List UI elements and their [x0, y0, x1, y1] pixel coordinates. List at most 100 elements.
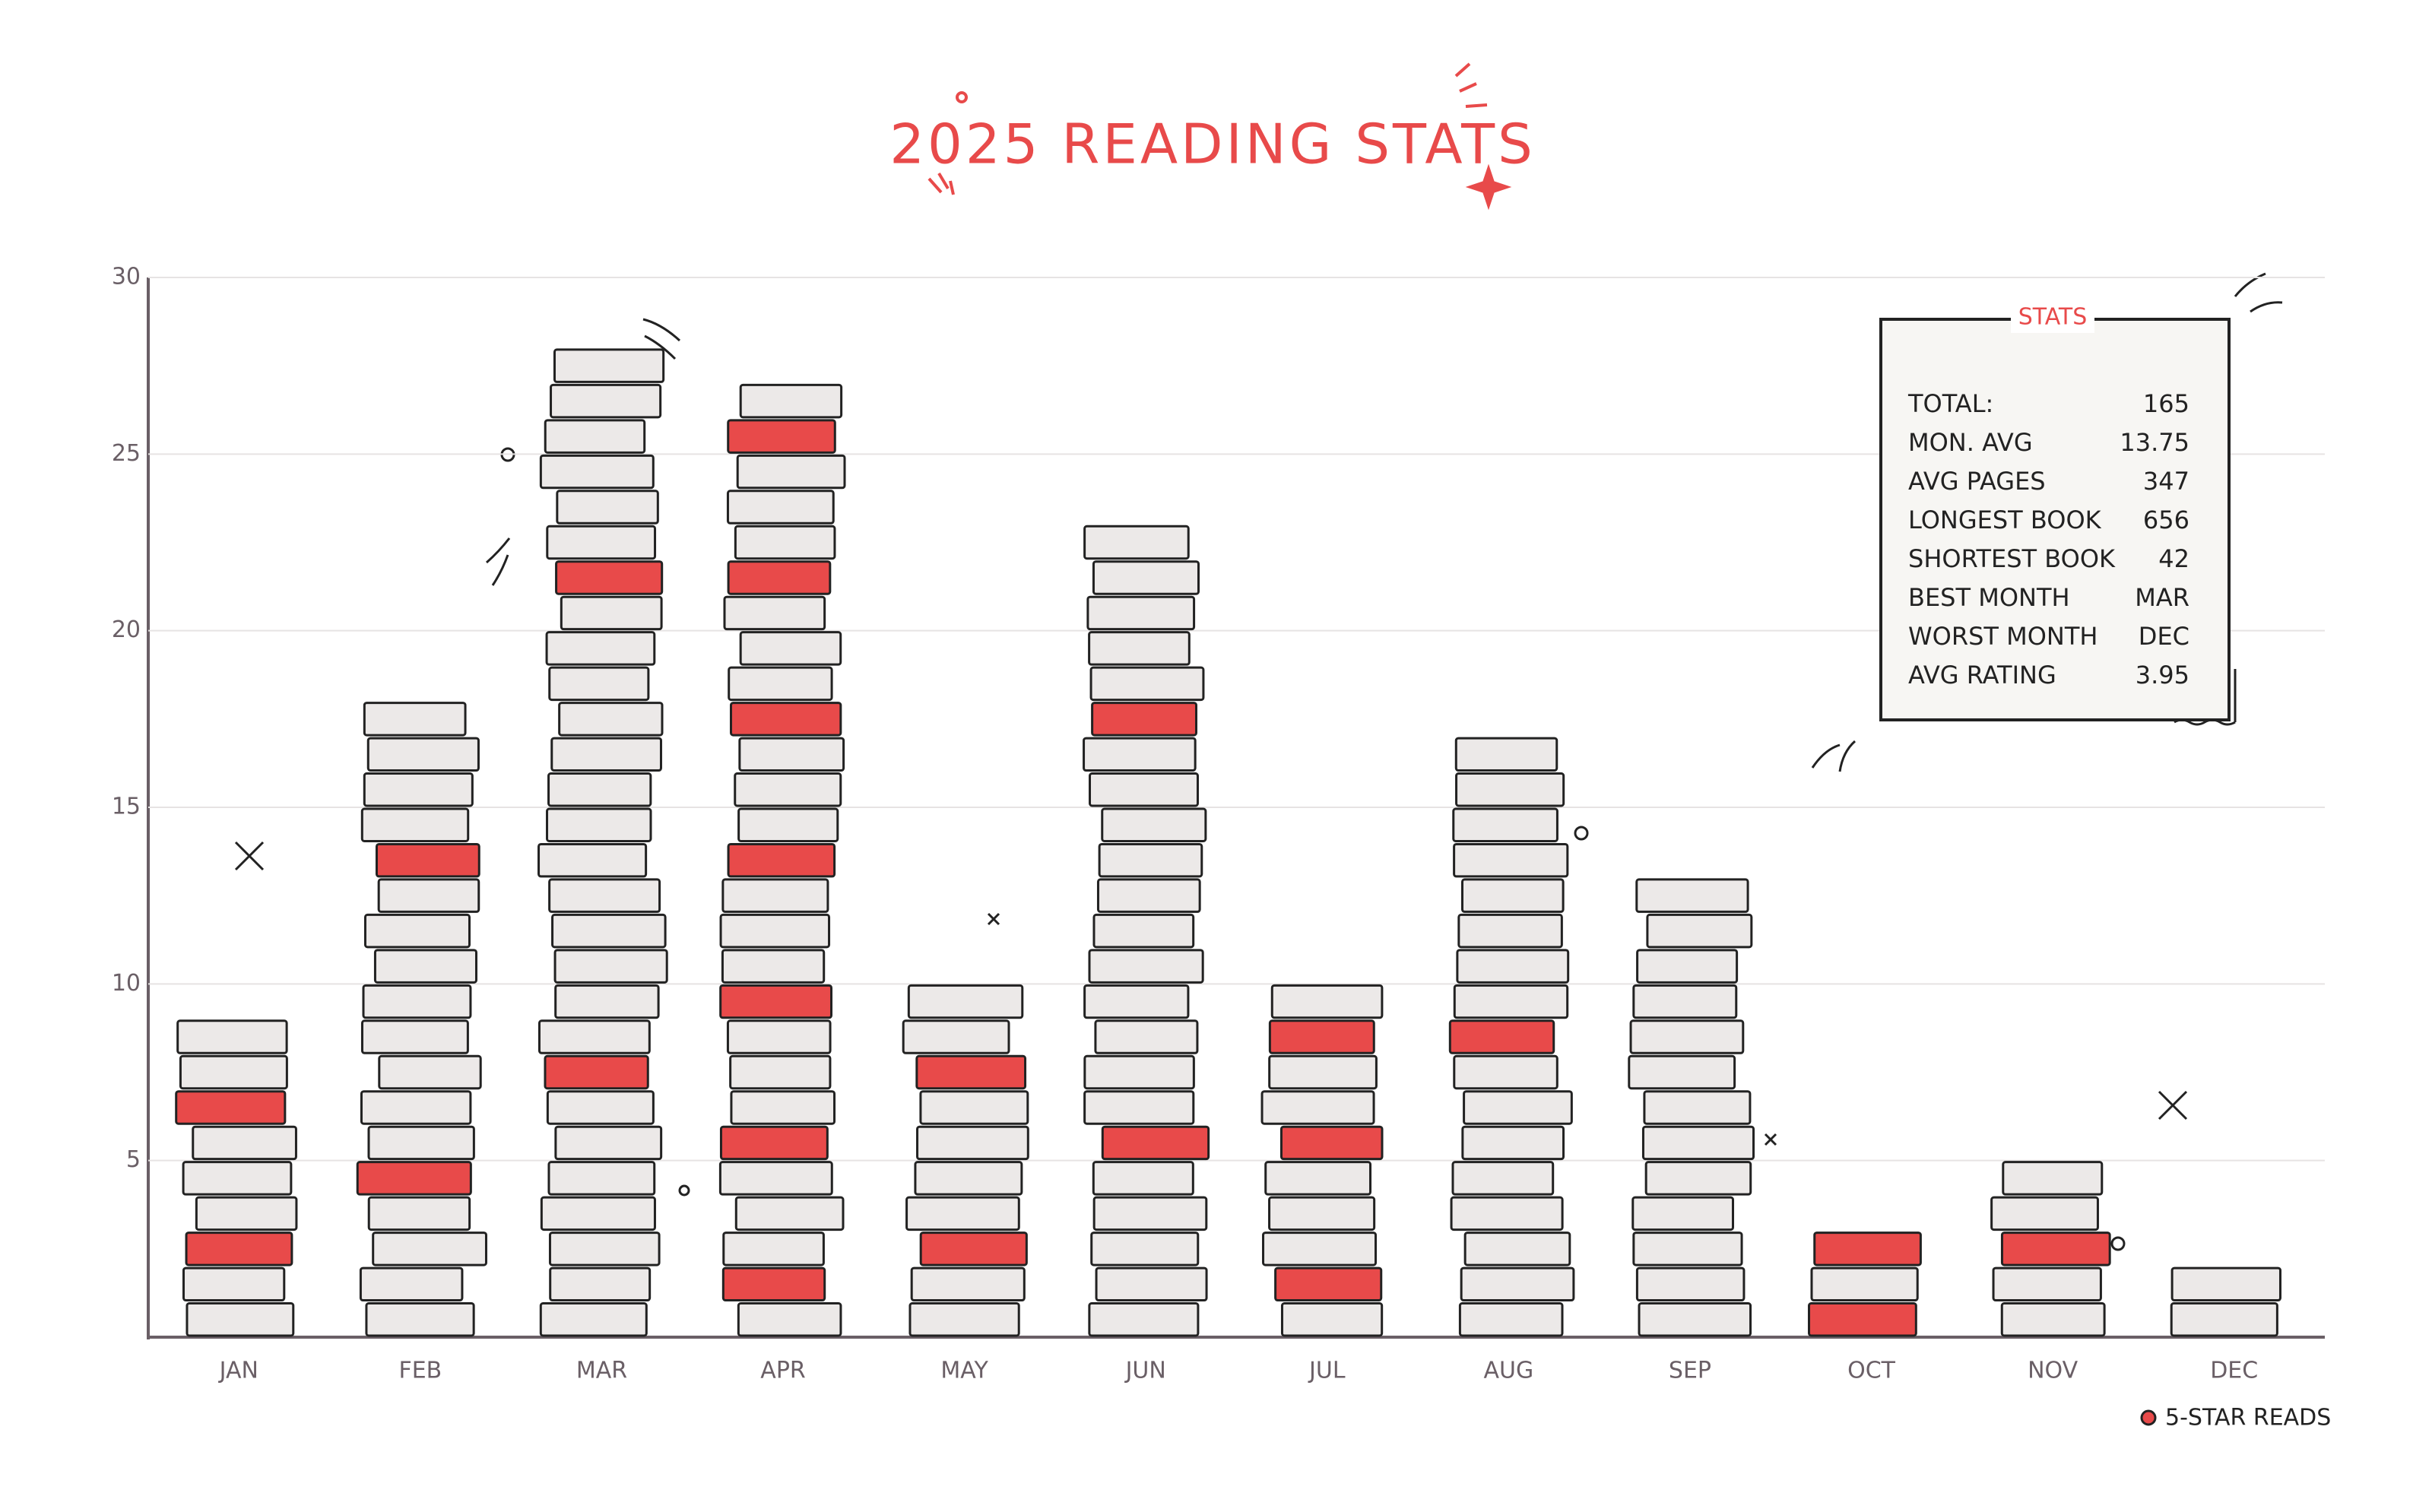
five-star-book	[727, 419, 836, 454]
book	[1636, 949, 1739, 984]
five-star-books	[544, 560, 664, 1090]
five-star-book	[2000, 1231, 2111, 1266]
stat-value: DEC	[2139, 622, 2189, 651]
book	[2170, 1302, 2278, 1337]
five-star-book	[375, 842, 480, 878]
book	[553, 949, 668, 984]
book	[363, 913, 471, 949]
book	[1092, 1196, 1208, 1231]
five-star-book	[1101, 1125, 1210, 1161]
five-star-books	[1448, 1019, 1555, 1054]
book	[1646, 913, 1753, 949]
five-star-book	[555, 560, 664, 595]
stat-label: TOTAL:	[1907, 389, 1993, 418]
book-stack	[1628, 878, 1755, 1337]
book-stack	[1083, 525, 1210, 1337]
five-star-book	[915, 1054, 1027, 1090]
book	[736, 454, 846, 490]
book	[1644, 1161, 1752, 1196]
book-stack	[537, 348, 668, 1337]
book	[1463, 1090, 1573, 1125]
five-star-book	[185, 1231, 293, 1266]
five-star-books	[1091, 702, 1210, 1161]
book	[551, 913, 667, 949]
book	[1088, 631, 1191, 666]
book	[916, 1125, 1029, 1161]
legend-label: 5-STAR READS	[2165, 1405, 2331, 1431]
legend-swatch	[2140, 1409, 2157, 1426]
book	[1638, 1302, 1752, 1337]
book	[537, 842, 648, 878]
book	[718, 1161, 833, 1196]
book	[1264, 1161, 1372, 1196]
book	[539, 454, 655, 490]
five-star-book	[721, 1266, 826, 1302]
book	[1810, 1266, 1919, 1302]
book-stack	[356, 702, 487, 1337]
five-star-book	[1813, 1231, 1922, 1266]
book	[372, 1231, 487, 1266]
book	[1992, 1266, 2102, 1302]
stacks: JAN FEB MAR APR MAY JUN JUL AUG SEP OCT NOV DEC	[175, 348, 2281, 1384]
book	[1090, 1231, 1200, 1266]
book	[1453, 1054, 1558, 1090]
book	[363, 772, 474, 807]
book-stack	[1448, 737, 1575, 1337]
book	[359, 1266, 464, 1302]
book	[195, 1196, 298, 1231]
stat-label: AVG RATING	[1908, 661, 2056, 689]
book	[373, 949, 478, 984]
five-star-book	[727, 560, 832, 595]
book	[554, 1125, 663, 1161]
book	[1463, 1231, 1571, 1266]
book	[1268, 1196, 1376, 1231]
book	[366, 737, 480, 772]
book	[722, 1231, 825, 1266]
book	[1083, 984, 1190, 1019]
stats-panel	[1879, 318, 2231, 721]
book	[902, 1019, 1010, 1054]
book	[739, 383, 843, 419]
five-star-books	[1268, 1019, 1384, 1302]
stat-label: LONGEST BOOK	[1908, 506, 2102, 534]
book	[1083, 737, 1197, 772]
book	[1460, 878, 1565, 913]
book	[362, 984, 472, 1019]
book	[728, 666, 833, 702]
book	[547, 1161, 656, 1196]
five-star-book	[1279, 1125, 1384, 1161]
book	[1095, 1266, 1208, 1302]
book	[907, 984, 1024, 1019]
book	[1280, 1302, 1384, 1337]
stat-value: 165	[2143, 389, 2189, 418]
book	[1632, 984, 1738, 1019]
book	[367, 1196, 471, 1231]
book	[723, 595, 826, 631]
book	[360, 807, 470, 842]
book	[1086, 595, 1196, 631]
book	[540, 1196, 656, 1231]
book	[908, 1302, 1020, 1337]
book	[719, 913, 831, 949]
five-star-book	[1808, 1302, 1917, 1337]
book	[1096, 878, 1201, 913]
book	[2000, 1302, 2106, 1337]
book	[737, 1302, 842, 1337]
book	[1452, 807, 1558, 842]
book	[377, 878, 480, 913]
book	[734, 772, 842, 807]
book	[1092, 913, 1195, 949]
stats-title: STATS	[2018, 304, 2088, 331]
book-stack	[2170, 1266, 2281, 1337]
y-tick-label: 10	[112, 970, 141, 997]
book-stack	[1260, 984, 1384, 1337]
y-tick-label: 25	[112, 440, 141, 467]
five-star-books	[1808, 1231, 1922, 1337]
x-tick-label: AUG	[1484, 1358, 1534, 1384]
book	[560, 595, 663, 631]
book	[548, 1231, 661, 1266]
book	[363, 702, 467, 737]
book	[547, 772, 652, 807]
chart-title: 2025 READING STATS	[889, 113, 1536, 176]
book	[1628, 1054, 1736, 1090]
